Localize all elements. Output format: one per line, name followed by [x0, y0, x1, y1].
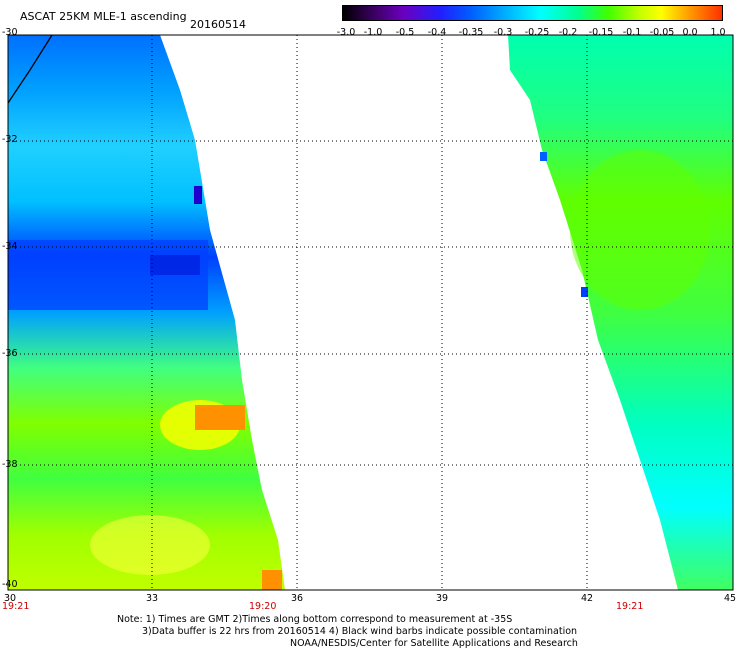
time-label: 19:21 [616, 601, 644, 612]
green-patch [570, 150, 710, 310]
note-line: NOAA/NESDIS/Center for Satellite Applica… [290, 638, 578, 649]
coastline [7, 34, 53, 104]
left-swath [8, 35, 285, 590]
x-tick-label: 39 [435, 593, 449, 604]
y-tick-label: -40 [2, 579, 18, 590]
note-line: 3)Data buffer is 22 hrs from 20160514 4)… [142, 626, 578, 637]
map-title: ASCAT 25KM MLE-1 ascending [20, 10, 187, 23]
colorbar-tick: -0.1 [622, 27, 642, 38]
y-tick-label: -36 [2, 348, 18, 359]
orange-corner [262, 570, 282, 590]
blue-pixel [581, 287, 588, 297]
x-tick-label: 36 [290, 593, 304, 604]
blue-pixel [540, 152, 547, 161]
yellow-patch-south [90, 515, 210, 575]
right-swath [508, 35, 733, 590]
map-date: 20160514 [190, 18, 246, 31]
map-frame [7, 34, 734, 591]
deep-blue-core [150, 255, 200, 275]
colorbar-tick: -0.25 [524, 27, 550, 38]
colorbar-tick: 1.0 [710, 27, 726, 38]
y-tick-label: -32 [2, 134, 18, 145]
orange-patch [195, 405, 245, 430]
note-line: Note: 1) Times are GMT 2)Times along bot… [117, 614, 513, 625]
y-tick-label: -34 [2, 241, 18, 252]
colorbar-tick: -3.0 [336, 27, 356, 38]
x-tick-label: 42 [580, 593, 594, 604]
colorbar-tick: 0.0 [682, 27, 698, 38]
colorbar-tick: -1.0 [363, 27, 383, 38]
colorbar-tick: -0.3 [493, 27, 513, 38]
x-tick-label: 30 [3, 593, 17, 604]
colorbar-tick: -0.5 [395, 27, 415, 38]
colorbar-tick: -0.2 [558, 27, 578, 38]
grid-lines [8, 35, 733, 590]
dark-blue-edge [194, 186, 202, 204]
colorbar-tick: -0.4 [427, 27, 447, 38]
x-tick-label: 45 [723, 593, 737, 604]
colorbar-tick: -0.35 [458, 27, 484, 38]
y-tick-label: -30 [2, 27, 18, 38]
colorbar [342, 5, 723, 21]
colorbar-tick: -0.05 [649, 27, 675, 38]
y-tick-label: -38 [2, 459, 18, 470]
time-label: 19:21 [2, 601, 30, 612]
colorbar-tick: -0.15 [588, 27, 614, 38]
time-label: 19:20 [249, 601, 277, 612]
x-tick-label: 33 [145, 593, 159, 604]
